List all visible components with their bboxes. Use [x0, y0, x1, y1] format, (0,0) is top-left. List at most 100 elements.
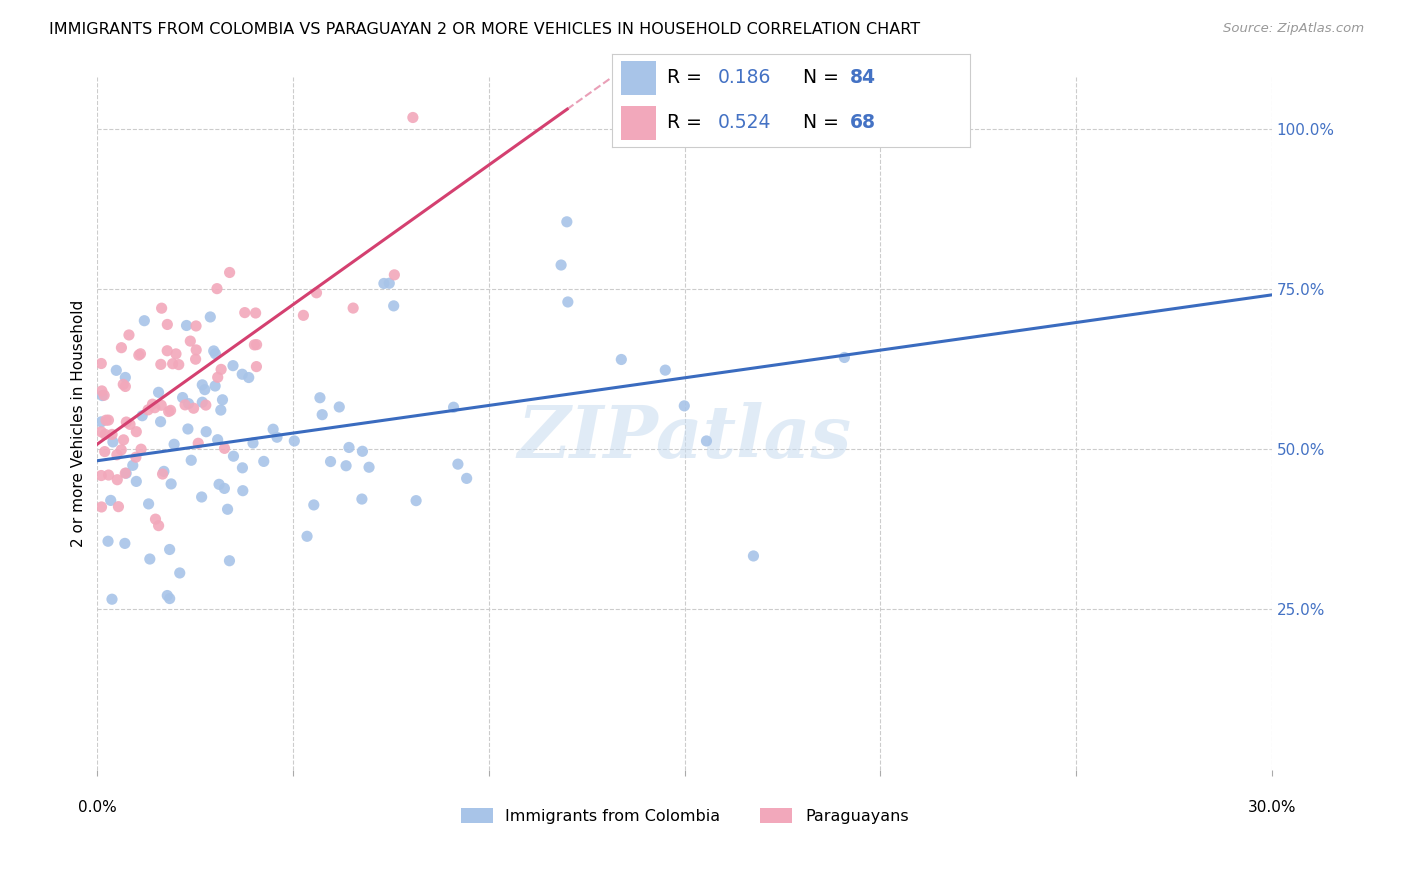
Point — [125, 450, 148, 465]
Point — [742, 549, 765, 563]
Point — [187, 436, 209, 450]
Point — [292, 309, 315, 323]
Point — [165, 347, 187, 361]
Point — [91, 388, 114, 402]
Point — [145, 512, 167, 526]
Point — [357, 460, 380, 475]
Point — [134, 314, 156, 328]
Point — [245, 306, 267, 320]
Point — [125, 425, 148, 439]
Point — [156, 343, 179, 358]
Point — [309, 391, 332, 405]
Point — [90, 415, 112, 429]
Point — [128, 348, 150, 362]
Point — [337, 441, 360, 455]
Point — [205, 282, 228, 296]
Point — [93, 388, 115, 402]
Point — [93, 444, 115, 458]
Text: 0.524: 0.524 — [717, 113, 770, 132]
Text: 68: 68 — [851, 113, 876, 132]
Point — [156, 589, 179, 603]
Point — [150, 301, 173, 316]
Point — [143, 401, 166, 415]
FancyBboxPatch shape — [620, 106, 657, 140]
Point — [114, 379, 136, 393]
Text: R =: R = — [668, 69, 709, 87]
Point — [456, 471, 478, 485]
Point — [245, 337, 267, 351]
Point — [159, 591, 181, 606]
Point — [177, 397, 200, 411]
Point — [94, 413, 117, 427]
Point — [352, 444, 374, 458]
Point — [100, 493, 122, 508]
Point — [90, 468, 112, 483]
Point — [195, 425, 218, 439]
Point — [131, 409, 153, 423]
Point — [101, 434, 124, 449]
Point — [231, 460, 253, 475]
Point — [159, 542, 181, 557]
Point — [209, 403, 232, 417]
Point — [190, 490, 212, 504]
Point — [373, 277, 395, 291]
Point — [283, 434, 305, 448]
Point — [97, 468, 120, 483]
Point — [112, 433, 135, 447]
Text: IMMIGRANTS FROM COLOMBIA VS PARAGUAYAN 2 OR MORE VEHICLES IN HOUSEHOLD CORRELATI: IMMIGRANTS FROM COLOMBIA VS PARAGUAYAN 2… — [49, 22, 921, 37]
Point — [550, 258, 572, 272]
Text: 84: 84 — [851, 69, 876, 87]
Point — [194, 383, 217, 397]
Point — [238, 370, 260, 384]
Point — [350, 491, 373, 506]
Point — [118, 328, 141, 343]
Point — [172, 391, 194, 405]
Point — [447, 457, 470, 471]
Point — [90, 500, 112, 514]
Point — [342, 301, 364, 315]
Point — [208, 477, 231, 491]
Point — [105, 448, 128, 462]
Point — [266, 430, 288, 444]
Point — [115, 415, 138, 429]
Point — [184, 352, 207, 367]
Point — [295, 529, 318, 543]
Point — [107, 500, 129, 514]
Point — [179, 334, 201, 348]
Point — [186, 343, 208, 357]
Text: ZIPatlas: ZIPatlas — [517, 402, 852, 473]
Point — [159, 403, 181, 417]
Point — [311, 408, 333, 422]
Point — [191, 395, 214, 409]
Point — [302, 498, 325, 512]
Point — [232, 483, 254, 498]
Point — [112, 377, 135, 392]
Point — [97, 534, 120, 549]
Point — [214, 482, 236, 496]
Point — [136, 402, 159, 417]
Point — [209, 362, 232, 376]
Point — [105, 363, 128, 377]
Point — [105, 473, 128, 487]
Y-axis label: 2 or more Vehicles in Household: 2 or more Vehicles in Household — [72, 300, 86, 547]
Point — [129, 442, 152, 457]
Point — [169, 566, 191, 580]
Point — [163, 437, 186, 451]
Point — [94, 427, 117, 442]
Point — [156, 318, 179, 332]
Point — [118, 417, 141, 432]
Point — [319, 454, 342, 468]
Text: N =: N = — [803, 113, 845, 132]
Point — [139, 552, 162, 566]
Point — [211, 392, 233, 407]
Point — [114, 466, 136, 480]
Point — [328, 400, 350, 414]
Point — [157, 404, 180, 418]
Text: Source: ZipAtlas.com: Source: ZipAtlas.com — [1223, 22, 1364, 36]
Point — [231, 368, 253, 382]
Point — [160, 477, 183, 491]
Point — [200, 310, 222, 324]
Point — [834, 351, 856, 365]
Legend: Immigrants from Colombia, Paraguayans: Immigrants from Colombia, Paraguayans — [461, 808, 908, 824]
Point — [335, 458, 357, 473]
